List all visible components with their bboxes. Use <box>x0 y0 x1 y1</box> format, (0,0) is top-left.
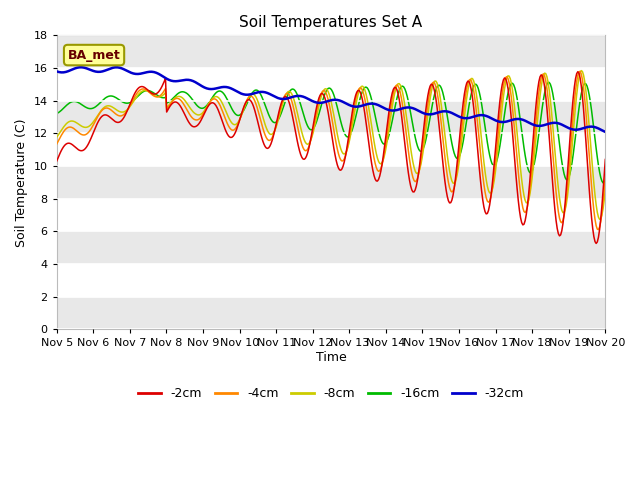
Title: Soil Temperatures Set A: Soil Temperatures Set A <box>239 15 422 30</box>
Bar <box>57 101 605 133</box>
Bar <box>57 166 605 199</box>
X-axis label: Time: Time <box>316 351 346 364</box>
Bar <box>57 231 605 264</box>
Text: BA_met: BA_met <box>68 48 120 61</box>
Bar <box>57 36 605 68</box>
Bar <box>57 297 605 329</box>
Y-axis label: Soil Temperature (C): Soil Temperature (C) <box>15 118 28 247</box>
Legend: -2cm, -4cm, -8cm, -16cm, -32cm: -2cm, -4cm, -8cm, -16cm, -32cm <box>133 383 529 406</box>
